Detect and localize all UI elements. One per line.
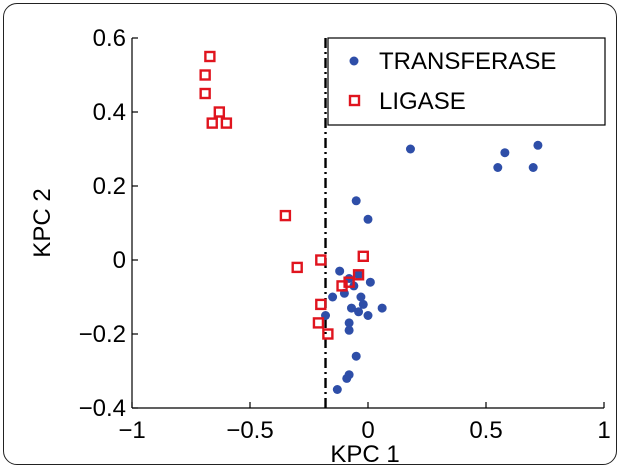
x-tick-label: −0.5 [226, 417, 273, 444]
data-point [500, 148, 510, 158]
data-point [336, 280, 348, 292]
data-point [199, 69, 211, 81]
data-point [351, 196, 361, 206]
data-point [354, 307, 364, 317]
data-point [322, 328, 334, 340]
data-point [377, 303, 387, 313]
data-point [356, 292, 366, 302]
y-tick-label: 0.2 [93, 173, 126, 200]
data-point [346, 303, 356, 313]
series-ligase [199, 50, 369, 340]
data-point [220, 117, 233, 129]
data-point [528, 163, 538, 172]
y-tick-label: 0 [113, 247, 126, 274]
x-axis-label: KPC 1 [330, 441, 399, 468]
data-point [365, 277, 375, 287]
y-axis-label: KPC 2 [29, 188, 56, 257]
y-tick-label: 0.6 [93, 25, 126, 52]
legend-label-ligase: LIGASE [379, 88, 466, 115]
tick-labels: −1 −0.5 0 0.5 1 −0.4 −0.2 0 0.2 0.4 0.6 [79, 25, 611, 444]
data-point [493, 163, 503, 172]
data-point [291, 261, 303, 274]
data-point [335, 266, 345, 276]
data-point [332, 385, 342, 394]
data-point [204, 50, 216, 63]
y-tick-label: 0.4 [93, 99, 126, 126]
legend: TRANSFERASE LIGASE [327, 37, 606, 126]
axes [131, 37, 605, 409]
x-tick-label: 1 [597, 417, 610, 444]
data-point [352, 269, 365, 281]
data-point [213, 106, 226, 118]
data-point [344, 318, 354, 328]
data-point [363, 214, 373, 224]
data-point [358, 299, 368, 309]
data-point [351, 351, 361, 361]
x-tick-label: 0 [361, 417, 374, 444]
data-point [354, 270, 364, 280]
data-point [279, 209, 292, 222]
data-point [357, 250, 369, 263]
data-points [199, 50, 543, 394]
data-point [199, 87, 211, 100]
x-tick-label: −1 [118, 417, 145, 444]
data-point [344, 325, 354, 335]
y-tick-label: −0.4 [79, 395, 126, 422]
legend-box [327, 37, 606, 126]
data-point [206, 117, 218, 129]
data-point [315, 298, 327, 311]
data-point [342, 373, 352, 383]
legend-marker-transferase [349, 56, 359, 66]
legend-label-transferase: TRANSFERASE [379, 48, 556, 75]
data-point [533, 140, 543, 150]
data-point [328, 292, 338, 302]
x-tick-label: 0.5 [469, 417, 502, 444]
data-point [315, 254, 327, 266]
legend-marker-ligase [348, 94, 361, 107]
data-point [405, 144, 415, 154]
data-point [363, 311, 373, 320]
y-tick-label: −0.2 [79, 321, 126, 348]
data-point [312, 317, 325, 329]
